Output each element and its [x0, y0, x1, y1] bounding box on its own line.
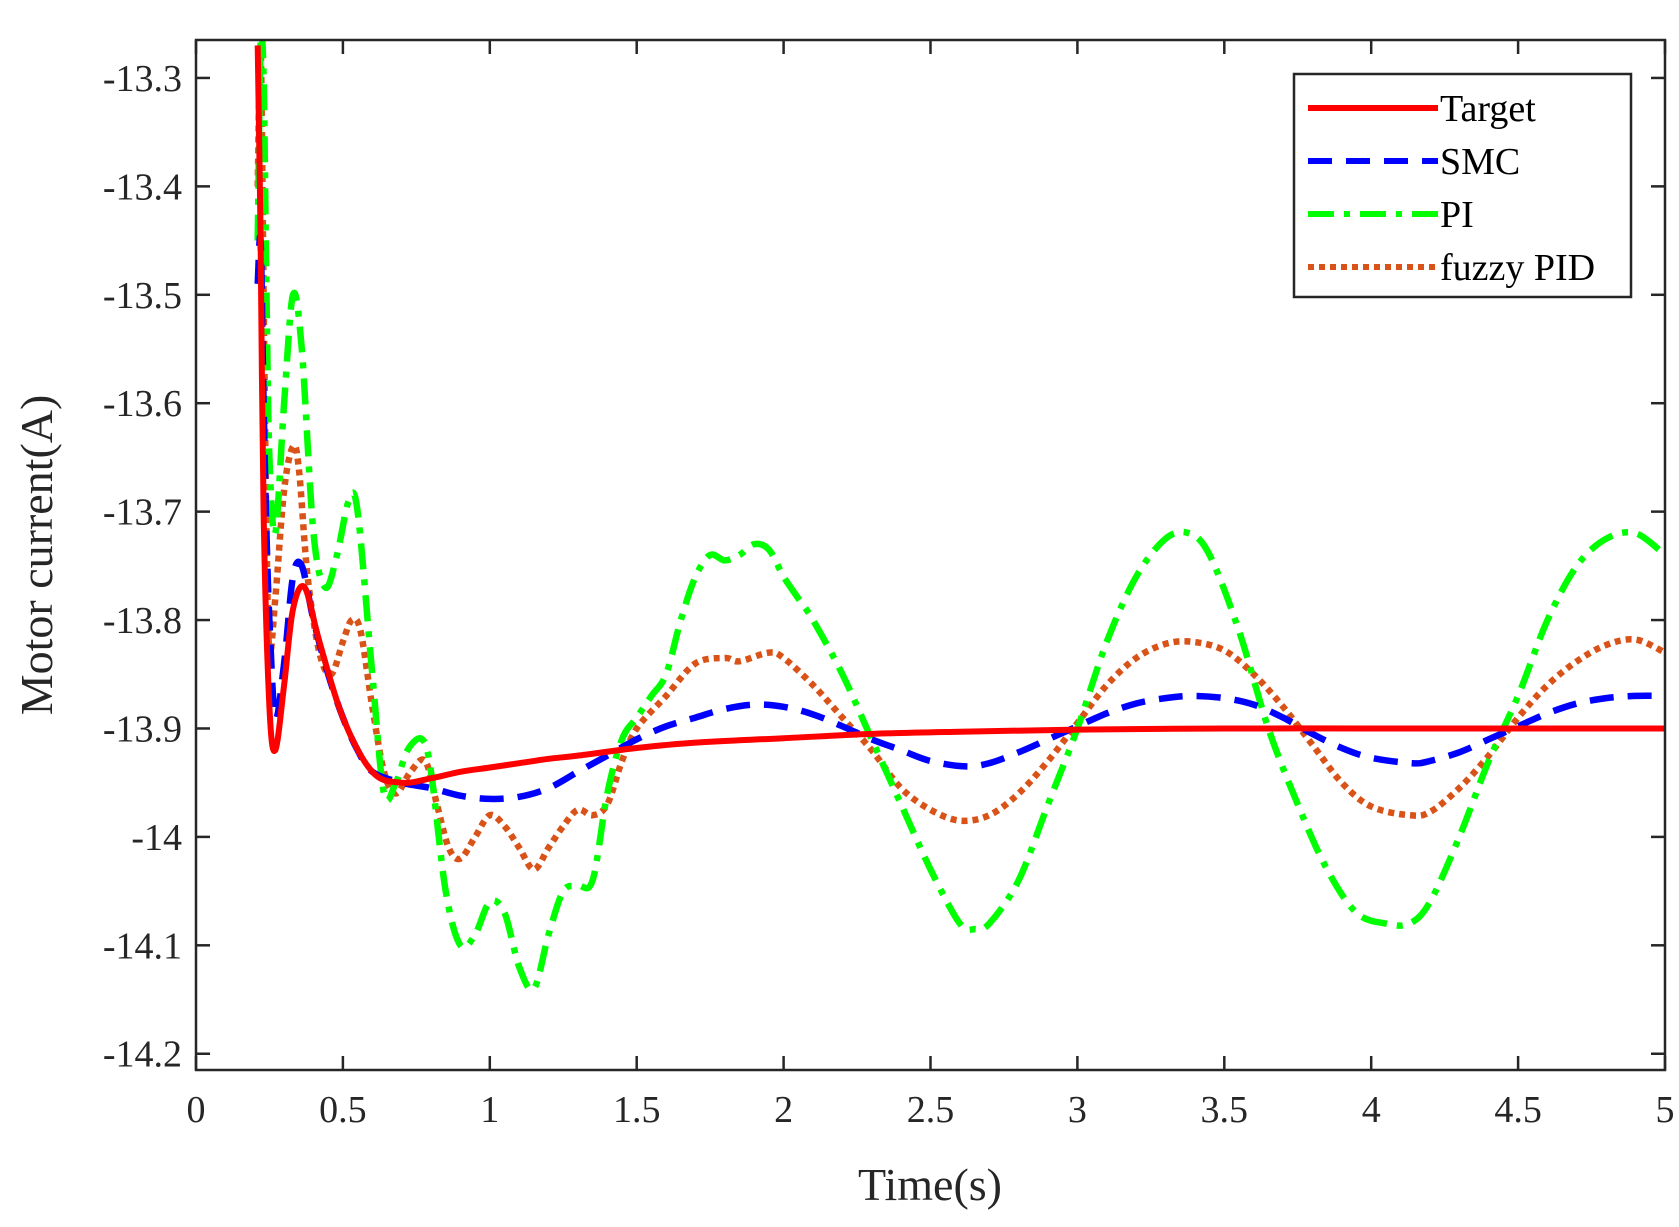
x-tick-label: 4.5	[1494, 1089, 1542, 1131]
y-tick-label: -14	[131, 817, 182, 859]
legend-label-pi: PI	[1440, 194, 1474, 236]
series-line-target	[254, 45, 1665, 786]
x-tick-label: 3	[1068, 1089, 1087, 1131]
legend-label-smc: SMC	[1440, 141, 1520, 183]
y-tick-label: -13.4	[103, 166, 182, 208]
x-tick-label: 0	[187, 1089, 206, 1131]
y-tick-label: -13.3	[103, 58, 182, 100]
x-axis-title: Time(s)	[858, 1159, 1002, 1210]
legend-label-fuzzy-pid: fuzzy PID	[1440, 247, 1595, 289]
y-tick-label: -14.1	[103, 925, 182, 967]
series-line-pi	[254, 40, 1665, 994]
x-tick-label: 4	[1362, 1089, 1381, 1131]
y-tick-label: -14.2	[103, 1034, 182, 1076]
series-line-smc	[254, 233, 1665, 803]
series-layer	[254, 40, 1665, 994]
legend-label-target: Target	[1440, 88, 1536, 130]
x-tick-labels: 0 0.5 1 1.5 2 2.5 3 3.5 4 4.5 5	[187, 1089, 1675, 1131]
legend-box	[1292, 72, 1633, 299]
x-tick-label: 2.5	[907, 1089, 955, 1131]
x-tick-label: 1	[480, 1089, 499, 1131]
y-axis-title: Motor current(A)	[11, 395, 62, 716]
x-tick-label: 1.5	[613, 1089, 661, 1131]
x-tick-label: 5	[1656, 1089, 1675, 1131]
y-tick-label: -13.6	[103, 383, 182, 425]
x-tick-label: 3.5	[1201, 1089, 1249, 1131]
legend-entries: Target SMC PI fuzzy PID	[1308, 88, 1595, 289]
y-tick-label: -13.5	[103, 275, 182, 317]
y-tick-label: -13.9	[103, 708, 182, 750]
y-tick-label: -13.8	[103, 600, 182, 642]
y-tick-labels: -13.3 -13.4 -13.5 -13.6 -13.7 -13.8 -13.9 -14 -1…	[103, 58, 182, 1076]
x-tick-label: 2	[774, 1089, 793, 1131]
plot-area-frame	[194, 38, 1667, 1072]
legend: Target SMC PI fuzzy PID	[1292, 72, 1633, 299]
axis-ticks	[194, 40, 1667, 1070]
x-tick-label: 0.5	[319, 1089, 367, 1131]
y-tick-label: -13.7	[103, 492, 182, 534]
